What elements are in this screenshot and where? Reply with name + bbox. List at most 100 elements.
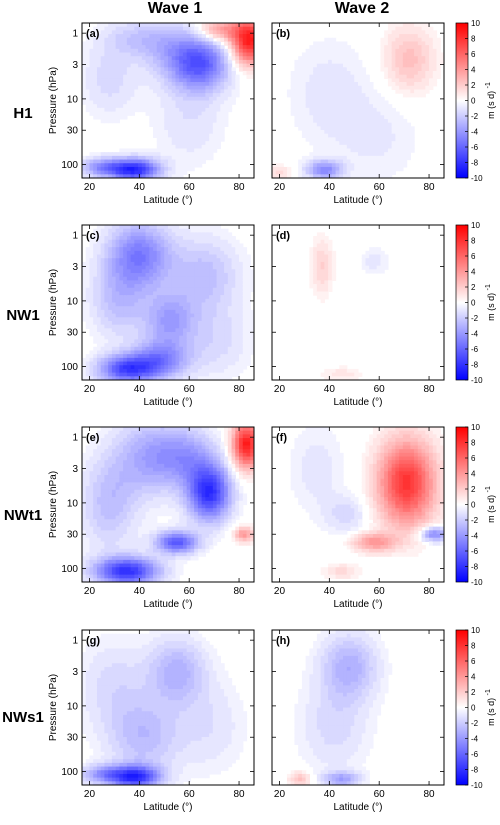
contour-cell <box>372 141 378 146</box>
contour-cell <box>182 328 188 333</box>
contour-cell <box>201 159 206 164</box>
contour-cell <box>365 265 370 270</box>
contour-cell <box>197 272 203 278</box>
contour-cell <box>164 284 169 289</box>
contour-cell <box>239 26 244 31</box>
contour-cell <box>235 365 240 370</box>
contour-cell <box>313 85 318 91</box>
contour-cell <box>104 96 109 102</box>
contour-cell <box>313 258 318 263</box>
contour-cell <box>313 78 318 83</box>
contour-cell <box>224 243 229 248</box>
contour-cell <box>201 309 206 315</box>
contour-cell <box>414 45 419 50</box>
contour-cell <box>164 34 169 39</box>
contour-cell <box>224 250 229 256</box>
contour-cell <box>402 152 408 157</box>
contour-cell <box>182 269 188 274</box>
contour-cell <box>320 250 325 256</box>
contour-cell <box>354 137 359 142</box>
contour-cell <box>149 122 154 127</box>
contour-cell <box>343 104 348 109</box>
contour-cell <box>313 118 318 124</box>
contour-cell <box>156 93 162 98</box>
contour-cell <box>82 63 87 68</box>
contour-cell <box>108 361 113 366</box>
contour-cell <box>209 265 214 270</box>
contour-cell <box>346 93 352 98</box>
contour-cell <box>421 41 426 46</box>
contour-cell <box>145 104 150 109</box>
contour-cell <box>212 148 218 153</box>
contour-cell <box>376 126 382 131</box>
contour-cell <box>212 317 218 322</box>
contour-cell <box>115 306 120 311</box>
contour-cell <box>141 357 147 363</box>
contour-cell <box>406 34 411 39</box>
contour-cell <box>182 67 188 72</box>
contour-cell <box>250 320 254 326</box>
contour-cell <box>216 372 221 377</box>
contour-cell <box>85 452 91 458</box>
contour-cell <box>138 354 143 359</box>
contour-cell <box>141 236 147 241</box>
contour-cell <box>145 287 150 293</box>
contour-cell <box>108 247 113 252</box>
contour-cell <box>171 357 177 363</box>
contour-cell <box>145 295 150 300</box>
contour-cell <box>246 284 251 289</box>
contour-cell <box>104 368 109 374</box>
contour-cell <box>331 96 337 102</box>
contour-cell <box>160 287 165 293</box>
contour-cell <box>320 239 325 245</box>
contour-cell <box>343 111 348 116</box>
contour-cell <box>160 63 165 68</box>
contour-cell <box>100 232 106 237</box>
contour-cell <box>387 82 393 87</box>
contour-cell <box>89 365 94 370</box>
contour-cell <box>93 497 98 502</box>
contour-cell <box>227 276 233 281</box>
contour-cell <box>156 30 162 35</box>
contour-cell <box>272 166 277 172</box>
contour-cell <box>429 30 434 35</box>
contour-cell <box>194 247 199 252</box>
contour-cell <box>201 41 206 46</box>
contour-cell <box>205 295 210 300</box>
contour-cell <box>320 78 325 83</box>
contour-cell <box>436 52 441 57</box>
contour-cell <box>201 63 206 68</box>
contour-cell <box>358 107 363 113</box>
contour-cell <box>346 67 352 72</box>
contour-cell <box>93 236 98 241</box>
contour-cell <box>85 309 91 315</box>
contour-cell <box>85 67 91 72</box>
contour-cell <box>153 276 158 281</box>
contour-cell <box>149 96 154 102</box>
contour-cell <box>320 89 325 94</box>
contour-cell <box>85 365 91 370</box>
contour-cell <box>387 170 393 175</box>
contour-cell <box>384 254 389 259</box>
contour-cell <box>235 284 240 289</box>
contour-cell <box>227 56 233 61</box>
contour-cell <box>361 258 367 263</box>
contour-cell <box>376 261 382 267</box>
contour-cell <box>89 107 94 113</box>
contour-cell <box>231 78 236 83</box>
contour-cell <box>115 372 120 377</box>
contour-cell <box>104 287 109 293</box>
contour-cell <box>205 93 210 98</box>
contour-cell <box>201 258 206 263</box>
contour-cell <box>205 133 210 138</box>
contour-cell <box>126 100 132 105</box>
contour-cell <box>246 287 251 293</box>
contour-cell <box>250 324 254 329</box>
contour-cell <box>130 89 135 94</box>
contour-cell <box>197 346 203 352</box>
contour-cell <box>168 118 173 124</box>
contour-cell <box>134 41 139 46</box>
contour-cell <box>108 287 113 293</box>
contour-cell <box>89 522 94 528</box>
contour-cell <box>212 63 218 68</box>
